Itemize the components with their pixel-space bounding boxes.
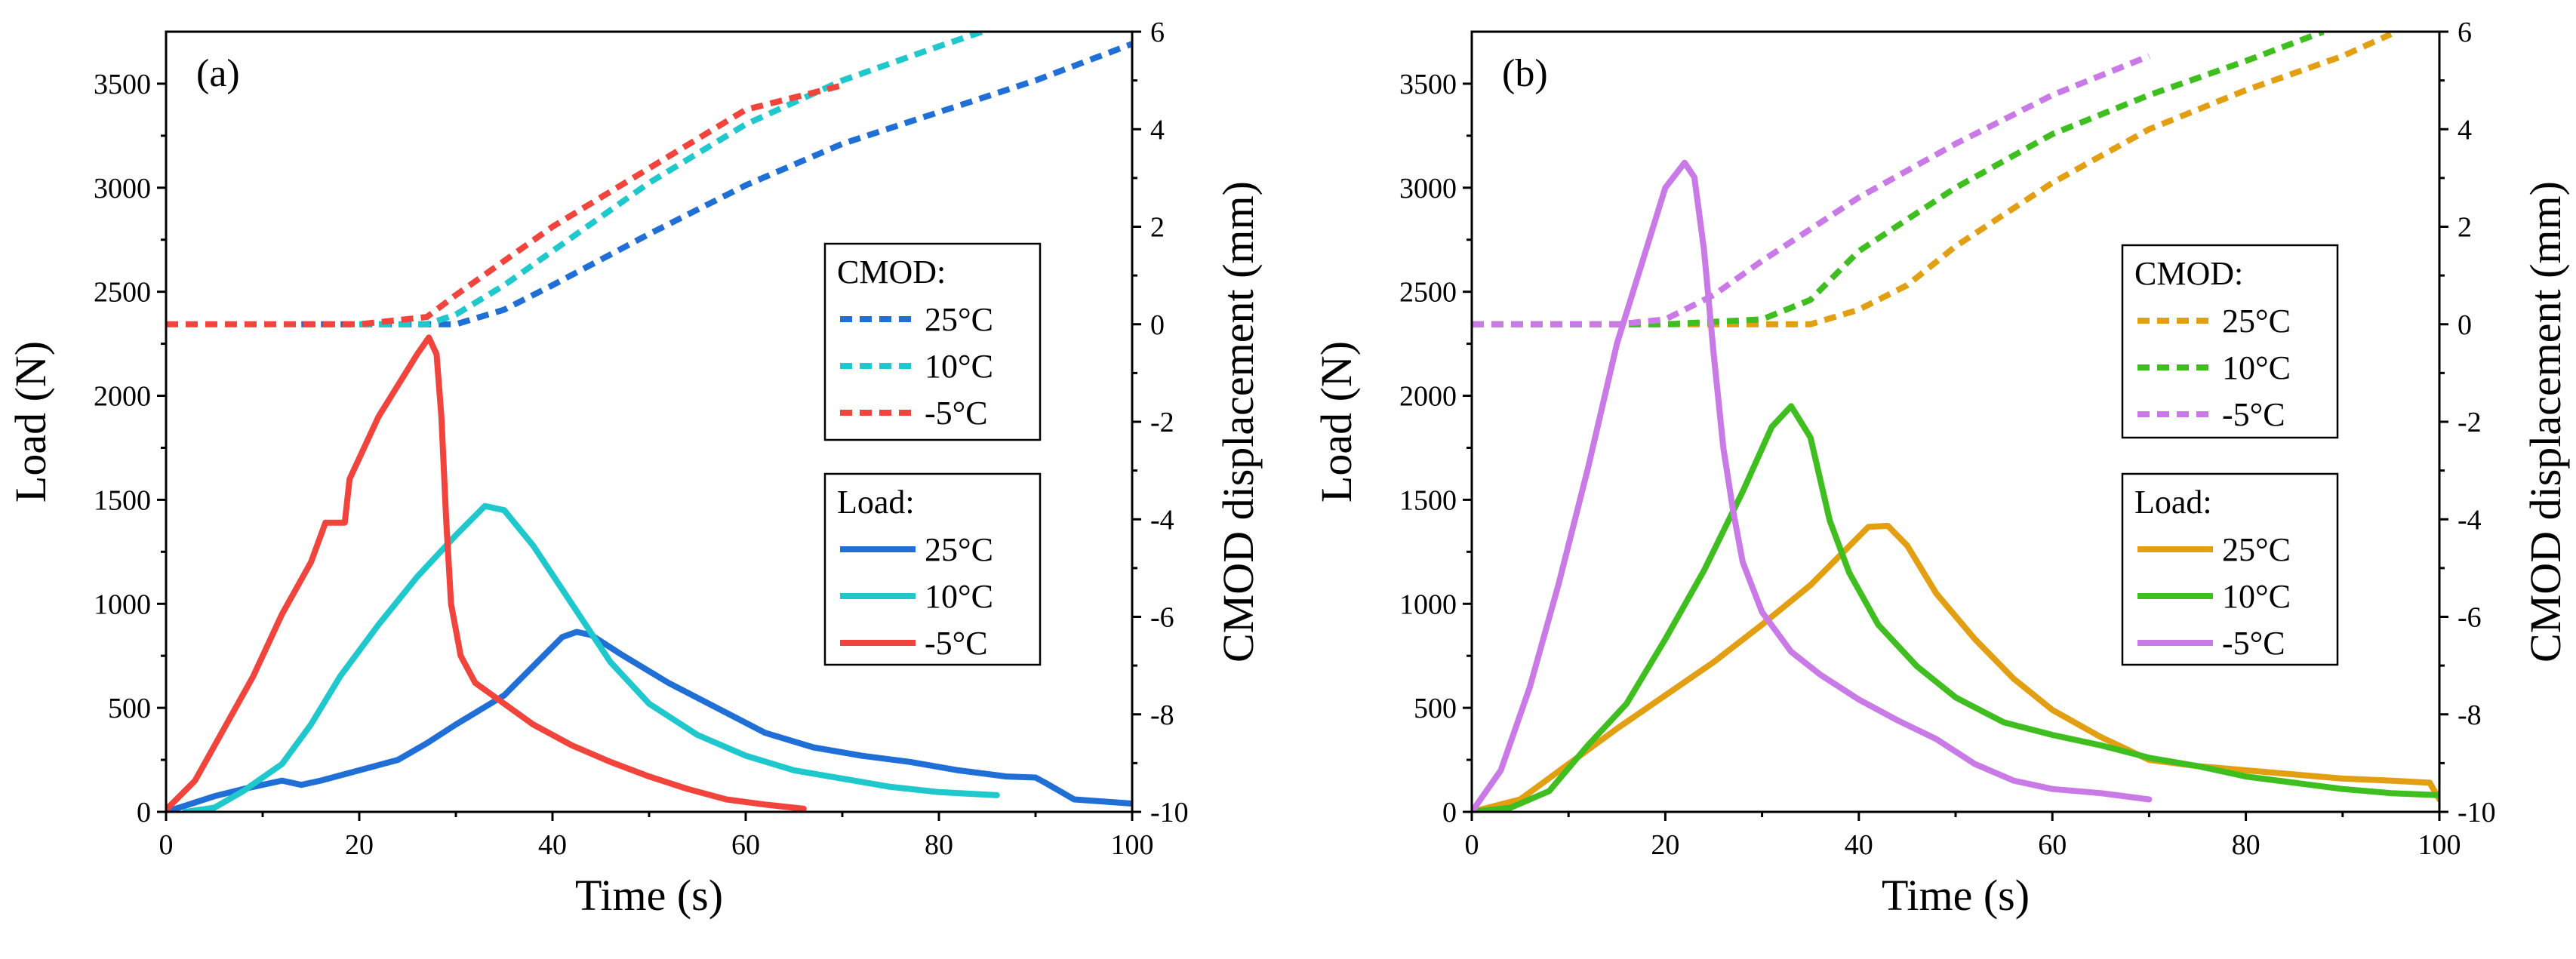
y-left-tick-label: 0: [137, 797, 151, 828]
y-right-tick-label: 6: [2458, 17, 2472, 48]
y-right-tick-label: -10: [2458, 797, 2496, 828]
y-left-tick-label: 1000: [94, 589, 151, 620]
y-right-tick-label: -8: [2458, 699, 2482, 731]
y-right-tick-label: 0: [2458, 309, 2472, 341]
x-tick-label: 20: [1651, 829, 1679, 861]
y-right-tick-label: -6: [2458, 602, 2482, 634]
x-tick-label: 40: [1845, 829, 1873, 861]
chart-panel-b: 0 20 40 60 80 1000500100015002000250030003500…: [1312, 17, 2570, 920]
y-left-tick-label: 2500: [94, 277, 151, 309]
series-line-cmod-5-c: [1472, 53, 2150, 327]
y-left-axis-title: Load (N): [1312, 341, 1361, 503]
x-tick-label: 0: [1465, 829, 1479, 861]
y-right-tick-label: -2: [2458, 407, 2482, 438]
x-tick-label: 60: [731, 829, 760, 861]
legend-entry-label: 10°C: [925, 578, 993, 615]
series-line-load-25-c: [166, 629, 1132, 812]
y-right-tick-label: 2: [1150, 212, 1165, 244]
y-right-tick-label: 0: [1150, 309, 1165, 341]
legend-cmod: CMOD: 25°C 10°C -5°C: [823, 242, 1042, 441]
legend-frame: [823, 472, 1042, 666]
y-right-tick-label: 6: [1150, 17, 1165, 48]
legend-entry-label: 25°C: [2222, 303, 2291, 340]
legend-entry-label: -5°C: [2222, 396, 2285, 433]
legend-entry-label: 10°C: [2222, 349, 2291, 386]
legend-entry-label: 25°C: [925, 301, 993, 338]
legend-entry-label: -5°C: [925, 625, 988, 662]
legend-frame: [823, 242, 1042, 441]
legend-title: CMOD:: [2134, 255, 2243, 292]
series-line-load-10-c: [1472, 403, 2439, 812]
legend-entry-label: -5°C: [925, 395, 988, 432]
y-right-tick-label: 2: [2458, 212, 2472, 244]
legend-frame: [2121, 472, 2339, 666]
y-left-axis-title: Load (N): [6, 341, 55, 503]
y-right-tick-label: -10: [1150, 797, 1189, 828]
series-line-load-10-c: [182, 503, 1000, 812]
series-line-load-5-c: [166, 334, 807, 812]
legend-entry-label: 10°C: [925, 348, 993, 385]
legend-frame: [2121, 244, 2339, 439]
legend-load: Load: 25°C 10°C -5°C: [823, 472, 1042, 666]
y-left-tick-label: 500: [1414, 693, 1457, 724]
y-left-tick-label: 1000: [1399, 589, 1457, 620]
chart-panel-a: 0 20 40 60 80 1000500100015002000250030003500…: [6, 17, 1263, 920]
series-line-load-25-c: [1472, 522, 2439, 812]
legend-title: CMOD:: [837, 254, 946, 290]
legend-title: Load:: [837, 484, 915, 521]
y-right-axis-title: CMOD displacement (mm): [1214, 181, 1263, 662]
y-left-tick-label: 3000: [94, 173, 151, 204]
y-right-tick-label: -2: [1150, 407, 1174, 438]
x-tick-label: 0: [159, 829, 174, 861]
x-tick-label: 100: [2418, 829, 2461, 861]
y-left-tick-label: 2000: [1399, 381, 1457, 413]
panel-label: (a): [196, 52, 240, 95]
y-left-tick-label: 1500: [94, 484, 151, 516]
legend-entry-label: -5°C: [2222, 625, 2285, 662]
y-left-tick-label: 3500: [1399, 69, 1457, 100]
y-left-tick-label: 2500: [1399, 277, 1457, 309]
y-left-tick-label: 3000: [1399, 173, 1457, 204]
x-axis-title: Time (s): [1882, 871, 2030, 920]
series-line-cmod-5-c: [166, 82, 843, 327]
x-tick-label: 40: [538, 829, 567, 861]
series-line-cmod-10-c: [359, 32, 993, 327]
legend-title: Load:: [2134, 484, 2212, 521]
x-tick-label: 80: [2232, 829, 2261, 861]
series-group: [1472, 32, 2439, 812]
x-tick-label: 100: [1111, 829, 1154, 861]
x-axis-title: Time (s): [575, 871, 723, 920]
series-line-cmod-25-c: [1472, 32, 2393, 327]
y-left-tick-label: 3500: [94, 69, 151, 100]
y-right-tick-label: -4: [2458, 504, 2482, 536]
panel-label: (b): [1502, 52, 1548, 95]
y-right-tick-label: 4: [2458, 114, 2472, 146]
x-tick-label: 80: [925, 829, 953, 861]
y-left-tick-label: 2000: [94, 381, 151, 413]
y-right-tick-label: 4: [1150, 114, 1165, 146]
y-left-tick-label: 500: [108, 693, 151, 724]
y-left-tick-label: 1500: [1399, 484, 1457, 516]
legend-entry-label: 10°C: [2222, 578, 2291, 615]
legend-entry-label: 25°C: [925, 531, 993, 568]
legend-load: Load: 25°C 10°C -5°C: [2121, 472, 2339, 666]
x-tick-label: 60: [2038, 829, 2067, 861]
y-right-tick-label: -4: [1150, 504, 1174, 536]
y-left-tick-label: 0: [1442, 797, 1457, 828]
y-right-tick-label: -6: [1150, 602, 1174, 634]
y-right-tick-label: -8: [1150, 699, 1174, 731]
series-group: [166, 32, 1132, 812]
legend-entry-label: 25°C: [2222, 531, 2291, 568]
series-line-load-5-c: [1472, 159, 2153, 812]
x-tick-label: 20: [345, 829, 374, 861]
legend-cmod: CMOD: 25°C 10°C -5°C: [2121, 244, 2339, 439]
y-right-axis-title: CMOD displacement (mm): [2521, 181, 2570, 662]
